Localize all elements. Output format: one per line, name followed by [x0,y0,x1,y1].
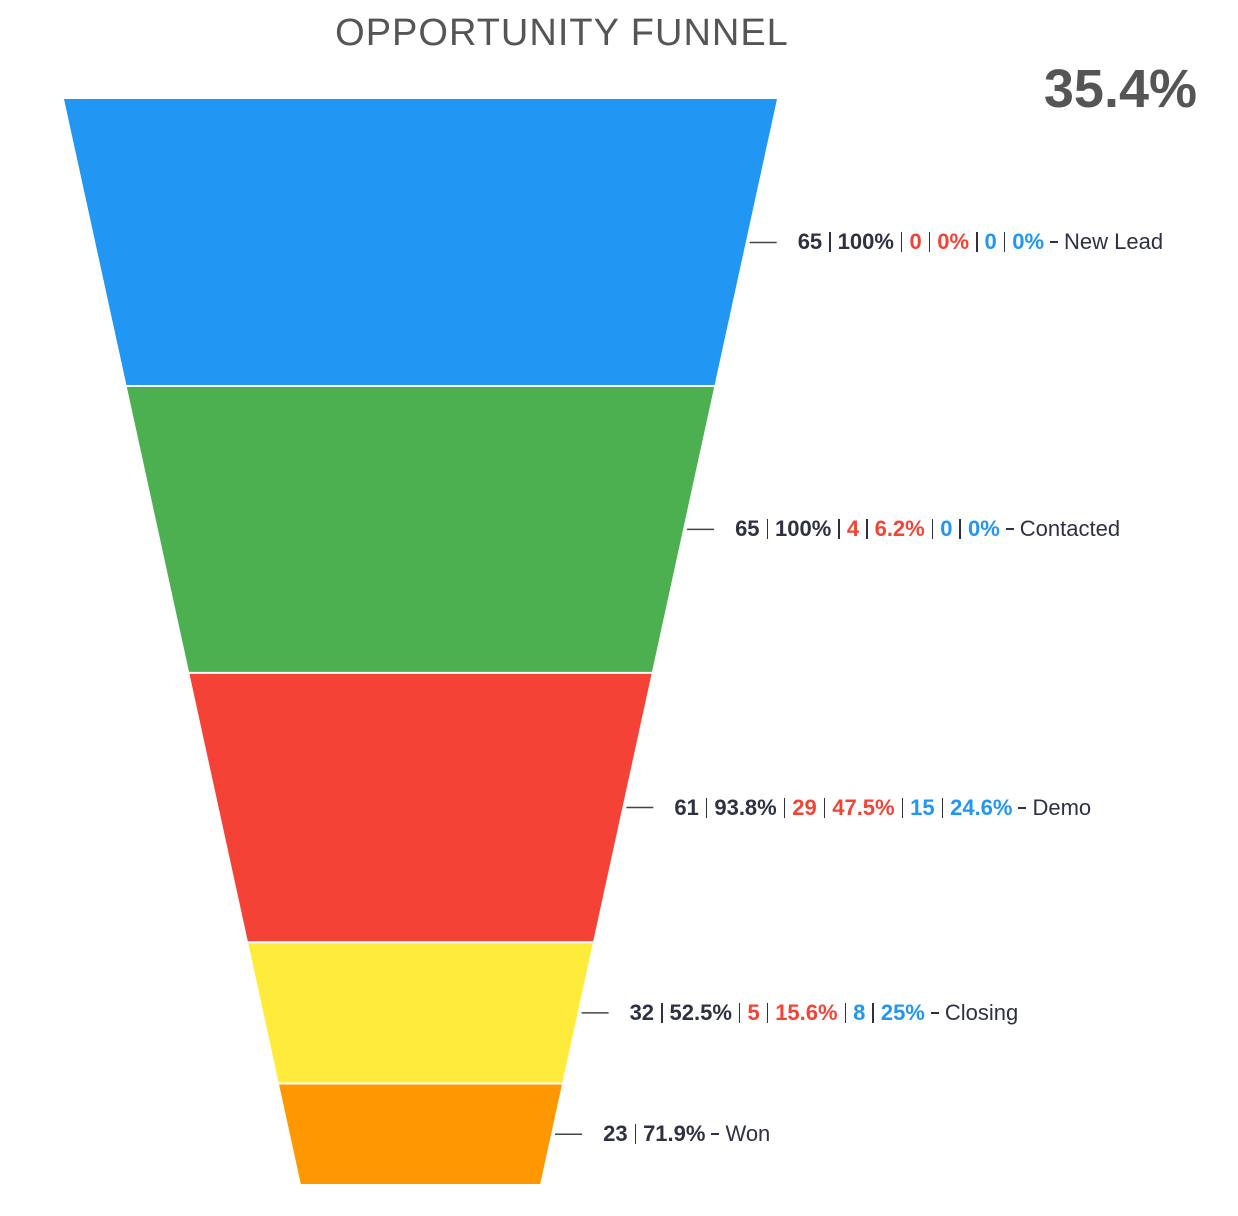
stage-label: 61 93.8% 29 47.5% 15 24.6% Demo [674,795,1091,821]
stage-name: Contacted [1019,516,1121,542]
separator [844,1002,847,1023]
value-label: 0% [937,229,969,255]
separator [838,519,840,540]
separator [766,1002,769,1023]
separator [941,797,944,818]
separator [866,519,868,540]
stage-label: 32 52.5% 5 15.6% 8 25% Closing [630,1000,1019,1026]
separator [901,797,904,818]
value-label: 8 [853,999,866,1025]
value-label: 6.2% [874,516,925,542]
funnel-segment [126,386,715,672]
value-label: 15 [910,794,935,820]
value-label: 47.5% [832,794,895,820]
dash [1018,806,1027,809]
dash [930,1011,939,1014]
separator [738,1002,741,1023]
value-label: 71.9% [643,1121,706,1147]
value-label: 4 [846,516,860,542]
separator [1003,232,1006,253]
value-label: 0 [909,229,922,255]
value-label: 0% [967,516,1000,542]
stage-name: Closing [944,999,1019,1025]
value-label: 0 [984,229,997,255]
value-label: 25% [880,999,925,1025]
stage-label: 65 100% 0 0% 0 0% New Lead [798,229,1163,255]
stage-label: 23 71.9% Won [603,1121,770,1147]
value-label: 100% [775,516,832,542]
funnel-segment [64,99,777,385]
value-label: 61 [674,794,699,820]
separator [959,519,961,540]
value-label: 23 [603,1121,628,1147]
separator [783,797,786,818]
value-label: 93.8% [714,794,777,820]
separator [766,519,769,540]
dash [1050,241,1059,244]
stage-name: Demo [1032,794,1092,820]
separator [976,232,978,253]
separator [900,232,903,253]
separator [928,232,931,253]
separator [634,1124,637,1145]
stage-name: New Lead [1064,229,1164,255]
conversion-rate: 35.4% [1043,59,1197,119]
separator [661,1002,663,1023]
separator [705,797,708,818]
dash [711,1133,720,1136]
funnel-segment [189,673,652,942]
stage-name: Won [725,1121,771,1147]
dash [1005,528,1014,531]
funnel-segment [248,943,593,1083]
value-label: 100% [837,229,894,255]
separator [823,797,826,818]
value-label: 65 [735,516,760,542]
stage-label: 65 100% 4 6.2% 0 0% Contacted [735,516,1120,542]
value-label: 24.6% [950,794,1013,820]
value-label: 52.5% [669,999,732,1025]
value-label: 0% [1012,229,1045,255]
separator [872,1002,874,1023]
value-label: 0 [940,516,953,542]
value-label: 32 [629,999,655,1025]
separator [931,519,934,540]
funnel-segment [279,1084,562,1184]
value-label: 65 [797,229,823,255]
chart-title: OPPORTUNITY FUNNEL [335,12,789,54]
separator [829,232,831,253]
value-label: 15.6% [775,999,838,1025]
value-label: 29 [792,794,817,820]
value-label: 5 [747,999,760,1025]
